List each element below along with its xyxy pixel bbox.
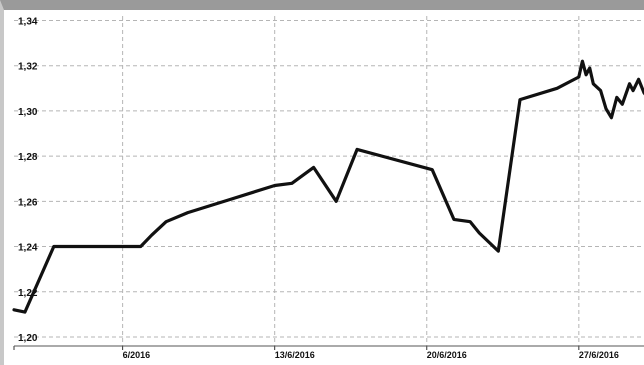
y-tick-label: 1,24 [18,243,38,254]
x-tick-label: 13/6/2016 [275,350,315,360]
series-group [12,59,644,314]
y-tick-label: 1,28 [18,152,38,163]
y-axis-ticks: 1,20 1,22 1,24 1,26 1,28 1,30 1,32 1,34 [18,17,38,344]
x-tick-label: 6/2016 [123,350,151,360]
y-tick-label: 1,26 [18,197,38,208]
grid-lines [14,16,644,346]
x-tick-label: 27/6/2016 [579,350,619,360]
y-tick-label: 1,32 [18,62,38,73]
y-tick-label: 1,30 [18,107,38,118]
y-tick-label: 1,34 [18,17,38,28]
x-axis-ticks: 6/2016 13/6/2016 20/6/2016 27/6/2016 [13,346,619,360]
y-tick-label: 1,20 [18,333,38,344]
y-tick-label: 1,22 [18,288,38,299]
x-tick-label: 20/6/2016 [427,350,467,360]
series-line [12,59,644,314]
